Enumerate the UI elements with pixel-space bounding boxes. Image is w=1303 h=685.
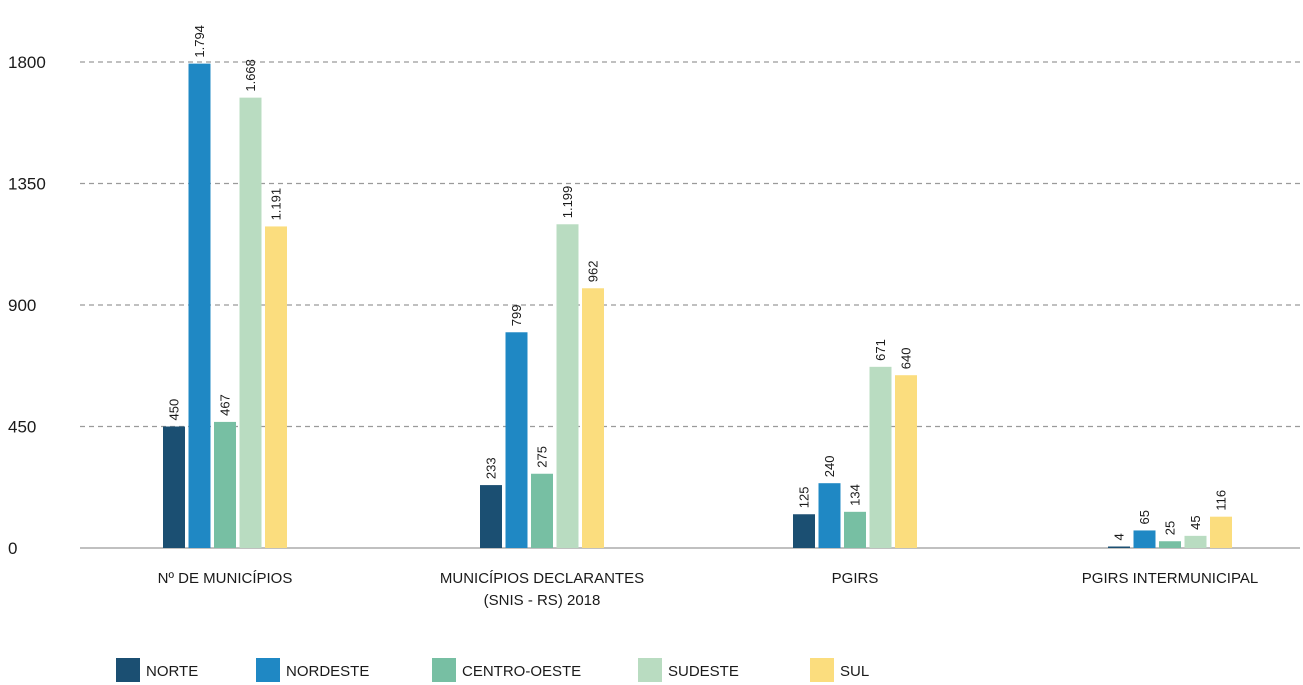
- category-label: PGIRS INTERMUNICIPAL: [1082, 570, 1258, 587]
- y-tick-label: 450: [8, 418, 36, 437]
- data-label: 799: [509, 305, 524, 327]
- value-labels-layer: 450 1.794 467 1.668 1.191 233 799 275 1.199 962 12…: [167, 25, 1229, 540]
- data-label: 134: [848, 484, 863, 506]
- data-label: 1.191: [269, 188, 284, 221]
- legend-label: NORDESTE: [286, 663, 369, 680]
- bar: [582, 288, 604, 548]
- bar: [163, 426, 185, 548]
- bar: [1108, 546, 1130, 548]
- legend-swatch: [116, 658, 140, 682]
- data-label: 671: [873, 339, 888, 361]
- category-label: PGIRS: [832, 570, 879, 587]
- data-label: 640: [899, 347, 914, 369]
- legend-swatch: [256, 658, 280, 682]
- data-label: 450: [167, 399, 182, 421]
- data-label: 275: [535, 446, 550, 468]
- bar: [895, 375, 917, 548]
- data-label: 25: [1163, 521, 1178, 535]
- bar: [1184, 535, 1207, 548]
- legend-swatch: [432, 658, 456, 682]
- legend: NORTE NORDESTE CENTRO-OESTE SUDESTE SUL: [116, 658, 869, 682]
- bar: [239, 97, 262, 548]
- bar: [818, 483, 841, 548]
- bar: [265, 226, 287, 548]
- bars-layer: [163, 63, 1232, 549]
- y-tick-label: 0: [8, 539, 17, 558]
- bar: [505, 332, 528, 548]
- y-axis-ticks: 0 450 900 1350 1800: [8, 53, 46, 558]
- data-label: 116: [1214, 490, 1229, 511]
- data-label: 233: [484, 457, 499, 479]
- bar: [1210, 516, 1232, 548]
- data-label: 1.668: [243, 59, 258, 92]
- bar: [1159, 541, 1181, 548]
- category-label: Nº DE MUNICÍPIOS: [158, 570, 293, 587]
- data-label: 45: [1188, 515, 1203, 529]
- legend-label: SUL: [840, 663, 869, 680]
- bar: [844, 511, 866, 548]
- data-label: 1.199: [560, 186, 575, 219]
- y-tick-label: 1350: [8, 175, 46, 194]
- legend-label: SUDESTE: [668, 663, 739, 680]
- category-label: (SNIS - RS) 2018: [484, 592, 601, 609]
- bar: [214, 421, 236, 548]
- data-label: 125: [797, 487, 812, 509]
- data-label: 467: [218, 394, 233, 416]
- y-tick-label: 900: [8, 296, 36, 315]
- legend-swatch: [638, 658, 662, 682]
- legend-swatch: [810, 658, 834, 682]
- data-label: 65: [1137, 510, 1152, 524]
- bar: [793, 514, 815, 548]
- bar: [531, 473, 553, 548]
- y-tick-label: 1800: [8, 53, 46, 72]
- data-label: 240: [822, 455, 837, 477]
- data-label: 962: [586, 261, 601, 283]
- bar: [869, 366, 892, 548]
- data-label: 1.794: [192, 25, 207, 58]
- grid-layer: [80, 61, 1300, 549]
- category-label: MUNICÍPIOS DECLARANTES: [440, 570, 644, 587]
- category-labels-layer: Nº DE MUNICÍPIOS MUNICÍPIOS DECLARANTES (S…: [158, 570, 1259, 609]
- data-label: 4: [1112, 533, 1127, 540]
- legend-label: CENTRO-OESTE: [462, 663, 581, 680]
- bar: [480, 485, 502, 548]
- bar: [556, 224, 579, 548]
- bar: [1133, 530, 1156, 548]
- legend-label: NORTE: [146, 663, 198, 680]
- bar: [188, 63, 211, 549]
